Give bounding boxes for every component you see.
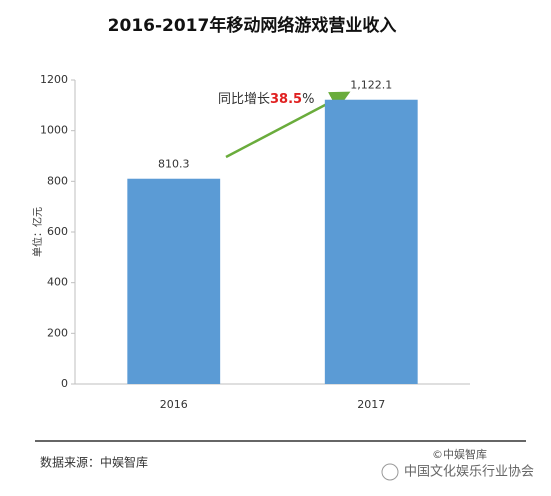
y-tick-label: 200 [47, 326, 68, 339]
x-tick-label: 2017 [357, 398, 385, 411]
y-tick-label: 1000 [40, 124, 68, 137]
y-tick-label: 600 [47, 225, 68, 238]
data-label: 1,122.1 [350, 79, 392, 92]
chart-title: 2016-2017年移动网络游戏营业收入 [108, 15, 397, 36]
source: 数据来源：中娱智库 [40, 455, 148, 470]
bar [127, 178, 221, 384]
account-icon [381, 463, 399, 481]
x-tick-label: 2016 [160, 398, 188, 411]
account-name: 中国文化娱乐行业协会 [404, 465, 534, 480]
annotation: 同比增长38.5% [218, 92, 314, 107]
watermark: ©中娱智库 [432, 447, 487, 461]
y-tick-label: 400 [47, 276, 68, 289]
annotation-text: 同比增长 [218, 92, 270, 107]
y-tick-label: 1200 [40, 73, 68, 86]
annotation-suffix: % [302, 92, 314, 107]
annotation-value: 38.5 [270, 92, 302, 107]
data-label: 810.3 [158, 158, 190, 171]
y-tick-label: 800 [47, 174, 68, 187]
y-tick-label: 0 [61, 377, 68, 390]
bar [324, 99, 418, 384]
y-axis-label: 单位：亿元 [31, 207, 44, 257]
